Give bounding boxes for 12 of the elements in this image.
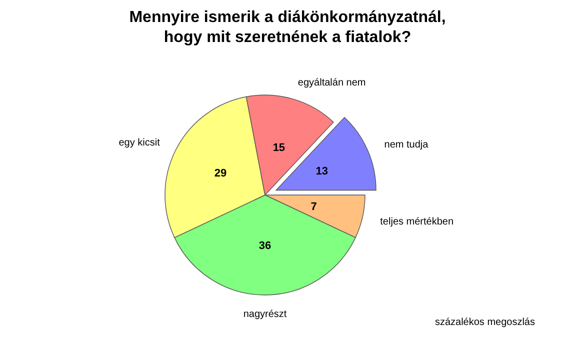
slice-label: teljes mértékben [380, 216, 454, 228]
chart-title: Mennyire ismerik a diákönkormányzatnál, hogy mit szeretnének a fiatalok? [129, 9, 446, 46]
data-label: 29 [214, 167, 227, 180]
data-label: 7 [310, 200, 317, 213]
slice-label: nem tudja [384, 139, 429, 150]
text: százalékos megoszlás [434, 317, 535, 328]
data-label: 36 [258, 240, 272, 252]
data-label: 15 [272, 142, 286, 154]
data-label: 13 [316, 165, 328, 178]
slice-label: egy kicsit [118, 137, 160, 148]
slice-label: nagyrészt [243, 309, 287, 320]
slice-label: egyáltalán nem [298, 78, 366, 89]
